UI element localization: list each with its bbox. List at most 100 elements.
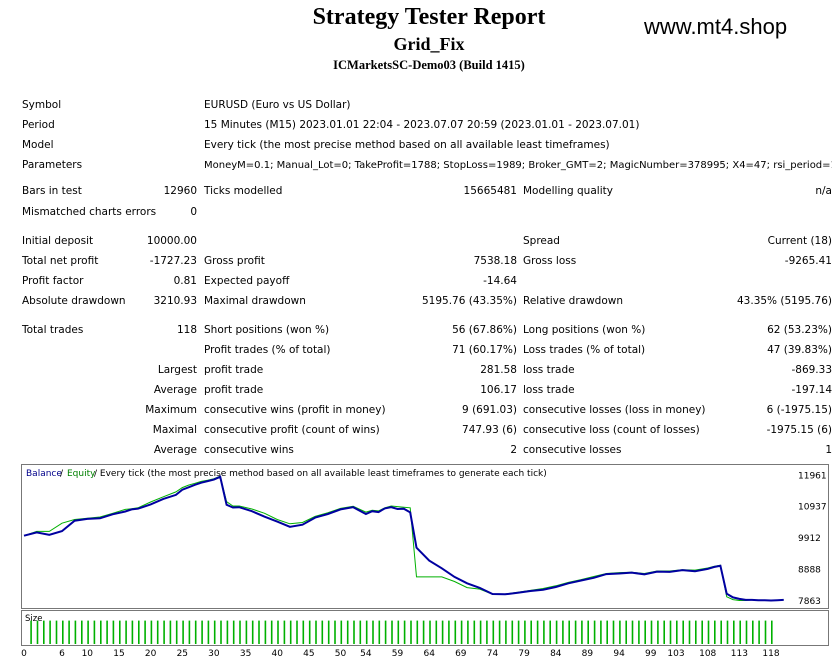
size-bar: [486, 620, 488, 644]
size-bar: [296, 620, 298, 644]
x-tick-label: 35: [240, 649, 251, 659]
size-bar: [625, 620, 627, 644]
size-bar: [758, 620, 760, 644]
largest-profit-value: 281.58: [480, 364, 517, 376]
avg-losses-label: consecutive losses: [523, 444, 622, 456]
absdd-label: Absolute drawdown: [22, 295, 126, 307]
size-bar: [49, 620, 51, 644]
maximal-label: Maximal: [152, 424, 197, 436]
average-label: Average: [153, 384, 197, 396]
size-bar: [372, 620, 374, 644]
max-losses-value: 6 (-1975.15): [766, 404, 832, 416]
size-bar: [112, 620, 115, 644]
average2-label: Average: [153, 444, 197, 456]
chart-canvas: Balance / Equity / Every tick (the most …: [23, 469, 827, 607]
size-bar: [68, 620, 70, 644]
legend-balance: Balance: [26, 469, 62, 479]
average-loss-value: -197.14: [791, 384, 832, 396]
payoff-label: Expected payoff: [204, 275, 290, 287]
size-bar: [43, 620, 45, 644]
size-label: Size: [25, 614, 42, 624]
size-bar: [593, 620, 596, 644]
size-bar: [549, 620, 551, 644]
size-bar: [650, 620, 653, 644]
size-bar: [631, 620, 634, 644]
size-bar: [619, 620, 621, 644]
size-bar: [733, 620, 735, 644]
netprofit-label: Total net profit: [22, 255, 99, 267]
long-label: Long positions (won %): [523, 324, 646, 336]
size-bar: [517, 620, 520, 644]
x-tick-label: 64: [423, 649, 435, 659]
x-tick-label: 118: [762, 649, 779, 659]
legend-description: / Every tick (the most precise method ba…: [94, 469, 547, 479]
size-bar: [36, 620, 39, 644]
size-bar: [30, 620, 32, 644]
expert-name: Grid_Fix: [393, 34, 465, 54]
size-bar: [81, 620, 83, 644]
size-bar: [125, 620, 127, 644]
size-bar: [720, 620, 722, 644]
size-bar: [536, 620, 539, 644]
size-chart: Size: [21, 610, 829, 646]
size-bar: [156, 620, 159, 644]
largest-loss-value: -869.33: [791, 364, 832, 376]
x-tick-label: 0: [21, 649, 27, 659]
payoff-value: -14.64: [483, 275, 517, 287]
size-bar: [182, 620, 184, 644]
reldd-label: Relative drawdown: [523, 295, 624, 307]
ticks-label: Ticks modelled: [204, 185, 283, 197]
size-bar: [131, 620, 134, 644]
size-bar: [676, 620, 678, 644]
deposit-value: 10000.00: [146, 235, 197, 247]
x-tick-label: 15: [113, 649, 124, 659]
size-bar: [435, 620, 438, 644]
size-bar: [150, 620, 153, 644]
x-tick-label: 94: [613, 649, 625, 659]
size-bar: [277, 620, 279, 644]
x-tick-label: 89: [582, 649, 594, 659]
size-bar: [194, 620, 197, 644]
x-tick-label: 103: [667, 649, 684, 659]
size-bar: [315, 620, 317, 644]
size-bar: [245, 620, 248, 644]
size-bar: [93, 620, 96, 644]
model-value: Every tick (the most precise method base…: [204, 139, 610, 151]
size-bar: [410, 620, 412, 644]
max-wins-value: 9 (691.03): [462, 404, 517, 416]
legend-sep: /: [60, 469, 64, 479]
spread-label: Spread: [523, 235, 560, 247]
size-bar: [289, 620, 292, 644]
size-bar: [403, 620, 406, 644]
avg-wins-label: consecutive wins: [204, 444, 294, 456]
x-tick-label: 108: [699, 649, 716, 659]
size-bar: [505, 620, 507, 644]
x-tick-label: 20: [145, 649, 157, 659]
size-bar: [321, 620, 324, 644]
size-canvas: Size: [25, 614, 773, 644]
size-bar: [226, 620, 229, 644]
size-bar: [232, 620, 235, 644]
y-tick-label: 8888: [798, 566, 821, 576]
watermark-text: www.mt4.shop: [644, 14, 788, 39]
max-wins-label: consecutive wins (profit in money): [204, 404, 386, 416]
size-bar: [384, 620, 387, 644]
symbol-label: Symbol: [22, 99, 62, 111]
maxdd-value: 5195.76 (43.35%): [422, 295, 517, 307]
size-bar: [365, 620, 368, 644]
avg-losses-value: 1: [825, 444, 832, 456]
size-bar: [397, 620, 400, 644]
size-bar: [555, 620, 558, 644]
size-bar: [574, 620, 577, 644]
size-bar: [346, 620, 349, 644]
spread-value: Current (18): [767, 235, 832, 247]
size-bar: [473, 620, 476, 644]
size-bar: [220, 620, 222, 644]
size-bar: [188, 620, 191, 644]
x-tick-label: 30: [208, 649, 220, 659]
grossprofit-value: 7538.18: [473, 255, 517, 267]
x-tick-label: 59: [392, 649, 404, 659]
y-tick-label: 9912: [798, 534, 821, 544]
bars-label: Bars in test: [22, 185, 82, 197]
size-bar: [714, 620, 716, 644]
